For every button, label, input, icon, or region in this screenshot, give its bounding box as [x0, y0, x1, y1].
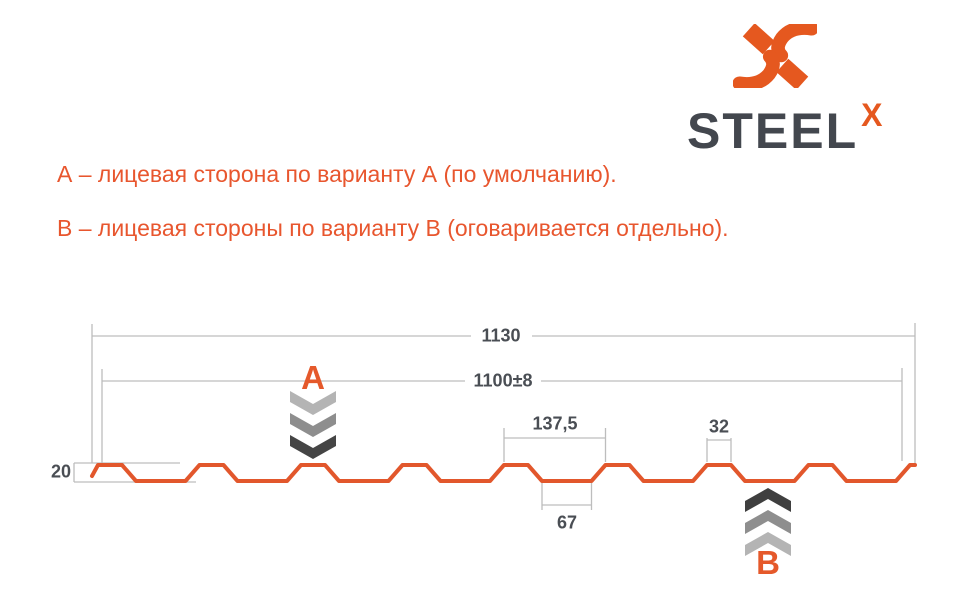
- logo-hook-bottom-left: [733, 49, 780, 88]
- dimension-1130-lines: [91, 323, 916, 465]
- dimension-lines: [73, 323, 916, 510]
- brand-wordmark: STEELX: [687, 99, 882, 159]
- dimension-total-width-label: 1130: [481, 325, 521, 346]
- sheet-profile-outline: [90, 463, 917, 483]
- dimension-top-flange-label: 32: [708, 416, 730, 437]
- brand-name: STEEL: [687, 103, 859, 159]
- brand-x-superscript: X: [861, 97, 883, 133]
- dimension-rib-pitch-label: 137,5: [532, 413, 578, 434]
- variant-a-chevrons-icon: [290, 391, 336, 459]
- dimension-cover-width-label: 1100±8: [473, 370, 533, 391]
- dimension-1100-lines: [101, 368, 903, 463]
- variant-a-letter: A: [301, 359, 325, 396]
- logo-wedge-bottom-right: [776, 58, 809, 88]
- variant-b-chevrons-icon: [745, 488, 791, 556]
- dimension-bottom-flange-label: 67: [556, 512, 578, 533]
- steelx-x-logo-icon: [733, 24, 817, 88]
- dimension-pitch-lines: [503, 428, 607, 462]
- logo-wedge-top-left: [742, 24, 775, 55]
- logo-hook-top-right: [771, 24, 817, 63]
- variant-b-letter: B: [756, 544, 780, 581]
- dimension-top-flange-lines: [706, 438, 732, 462]
- note-variant-a: А – лицевая сторона по варианту А (по ум…: [57, 161, 617, 187]
- dimension-bottom-flange-lines: [541, 483, 593, 510]
- dimension-profile-height-label: 20: [50, 461, 72, 482]
- note-variant-b: В – лицевая стороны по варианту В (огова…: [57, 215, 729, 241]
